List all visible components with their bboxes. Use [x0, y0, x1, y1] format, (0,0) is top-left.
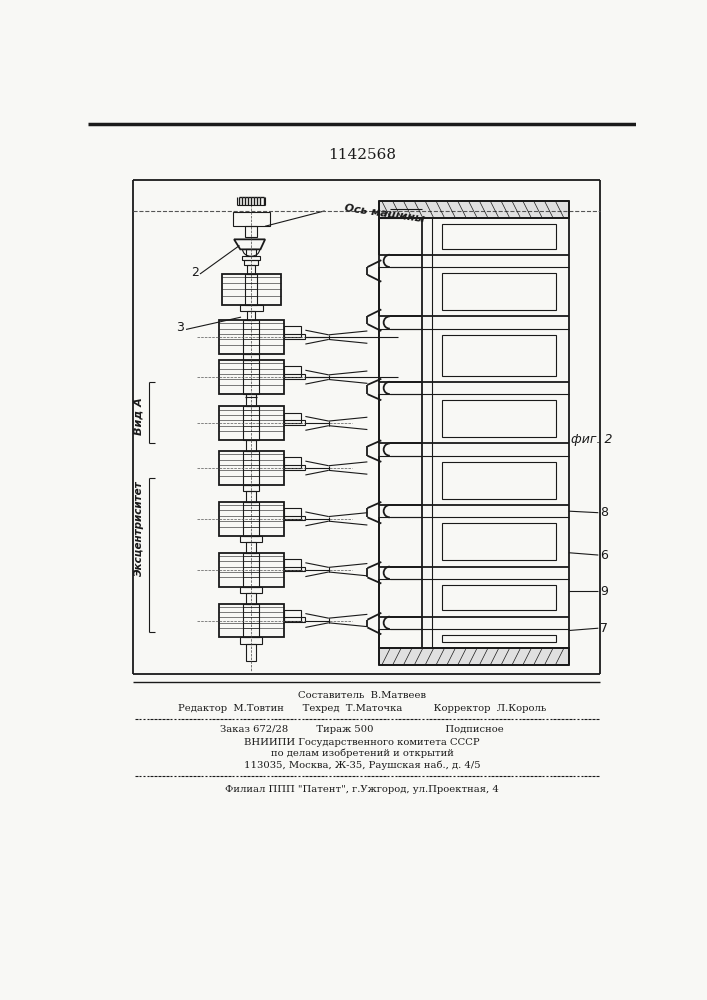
Bar [284, 457, 300, 468]
Bar [247, 394, 256, 406]
Bar [243, 354, 259, 360]
Text: 3: 3 [176, 321, 184, 334]
Bar [284, 326, 300, 337]
Bar [218, 320, 284, 354]
Bar [218, 406, 284, 440]
Text: 6: 6 [600, 549, 608, 562]
Bar [243, 406, 259, 440]
Bar [442, 523, 556, 560]
Text: Филиал ППП "Патент", г.Ужгород, ул.Проектная, 4: Филиал ППП "Патент", г.Ужгород, ул.Проек… [225, 785, 499, 794]
Bar [218, 360, 284, 394]
Bar [247, 265, 255, 274]
Bar [284, 413, 300, 423]
Bar [247, 440, 256, 451]
Bar [247, 311, 255, 320]
Bar [284, 559, 300, 570]
Bar [243, 451, 259, 485]
Bar [442, 462, 556, 499]
Bar [284, 366, 300, 377]
Bar [240, 536, 262, 542]
Bar [284, 508, 300, 519]
Text: Ось машины: Ось машины [344, 203, 426, 225]
Bar [218, 553, 284, 587]
Bar [247, 491, 256, 502]
Text: 1142568: 1142568 [328, 148, 396, 162]
Bar [243, 320, 259, 354]
Text: Вид А: Вид А [134, 398, 144, 435]
Bar [247, 593, 256, 604]
Bar [218, 502, 284, 536]
Bar [442, 335, 556, 376]
Text: Эксцентриситет: Эксцентриситет [134, 480, 144, 576]
Bar [284, 516, 305, 520]
Bar [245, 274, 257, 305]
Bar [284, 610, 300, 620]
Bar [218, 451, 284, 485]
Text: 2: 2 [192, 266, 199, 279]
Bar [284, 374, 305, 379]
Bar [243, 485, 259, 491]
Text: 9: 9 [600, 585, 608, 598]
Bar [243, 604, 259, 637]
Bar [442, 273, 556, 310]
Bar [442, 224, 556, 249]
Bar [222, 274, 281, 305]
Bar [240, 637, 262, 644]
Bar [284, 334, 305, 339]
Bar [379, 648, 569, 665]
Text: 113035, Москва, Ж-35, Раушская наб., д. 4/5: 113035, Москва, Ж-35, Раушская наб., д. … [244, 761, 480, 770]
Bar [218, 604, 284, 637]
Bar [245, 226, 257, 237]
Bar [242, 256, 260, 260]
Bar [442, 400, 556, 437]
Bar [247, 542, 256, 553]
Bar [247, 644, 256, 661]
Text: Составитель  В.Матвеев: Составитель В.Матвеев [298, 691, 426, 700]
Bar [240, 587, 262, 593]
Bar [442, 635, 556, 642]
Bar [379, 201, 569, 218]
Bar [284, 465, 305, 470]
Bar [284, 617, 305, 622]
Bar [243, 553, 259, 587]
Text: ВНИИПИ Государственного комитета СССР: ВНИИПИ Государственного комитета СССР [244, 738, 480, 747]
Bar [442, 585, 556, 610]
Text: 7: 7 [600, 622, 608, 635]
Text: Заказ 672/28         Тираж 500                       Подписное: Заказ 672/28 Тираж 500 Подписное [220, 725, 504, 734]
Bar [240, 305, 263, 311]
Bar [243, 502, 259, 536]
Bar [284, 420, 305, 425]
Text: Редактор  М.Товтин      Техред  Т.Маточка          Корректор  Л.Король: Редактор М.Товтин Техред Т.Маточка Корре… [178, 704, 546, 713]
Text: 8: 8 [600, 506, 608, 519]
Bar [244, 260, 258, 265]
Bar [243, 360, 259, 394]
Bar [247, 249, 256, 256]
Text: фиг. 2: фиг. 2 [571, 433, 613, 446]
Bar [233, 212, 270, 226]
Text: по делам изобретений и открытий: по делам изобретений и открытий [271, 749, 453, 758]
Bar [284, 567, 305, 571]
